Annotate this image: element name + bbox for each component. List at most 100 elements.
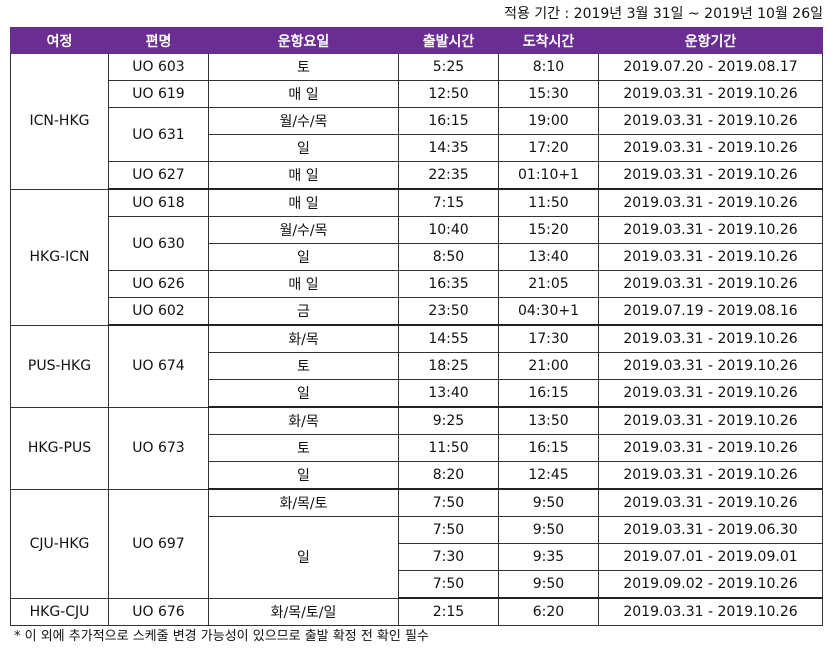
table-row: UO 631 월/수/목 16:15 19:00 2019.03.31 - 20…	[11, 107, 823, 162]
days-cell: 일	[208, 134, 399, 162]
departure-cell: 7:50	[398, 516, 499, 544]
table-row: 7:50 9:50 2019.09.02 - 2019.10.26	[11, 570, 823, 599]
route-cell: ICN-HKG	[10, 53, 109, 190]
departure-cell: 7:30	[398, 543, 499, 571]
col-header-period: 운항기간	[598, 27, 823, 54]
period-cell: 2019.03.31 - 2019.10.26	[598, 243, 823, 271]
departure-cell: 23:50	[398, 297, 499, 326]
route-cell: HKG-ICN	[10, 188, 109, 326]
departure-cell: 11:50	[398, 434, 499, 462]
flight-cell: UO 627	[108, 161, 209, 190]
days-cell: 매 일	[208, 188, 399, 217]
table-row: UO 626 매 일 16:35 21:05 2019.03.31 - 2019…	[11, 270, 823, 298]
table-row: HKG-ICN UO 618 매 일 7:15 11:50 2019.03.31…	[10, 188, 823, 326]
flight-cell: UO 626	[108, 270, 209, 298]
arrival-cell: 04:30+1	[498, 297, 599, 326]
arrival-cell: 16:15	[498, 379, 599, 408]
col-header-arrival: 도착시간	[498, 27, 599, 54]
table-row: 일 7:50 9:50 2019.03.31 - 2019.06.30	[11, 516, 823, 599]
table-row: 일 8:20 12:45 2019.03.31 - 2019.10.26	[11, 461, 823, 490]
table-row: 토 11:50 16:15 2019.03.31 - 2019.10.26	[11, 434, 823, 462]
days-cell: 매 일	[208, 80, 399, 108]
days-cell: 월/수/목	[208, 216, 399, 244]
route-cell: PUS-HKG	[10, 324, 109, 408]
flight-cell: UO 602	[108, 297, 209, 326]
flight-cell: UO 676	[108, 597, 209, 626]
table-row: 일 8:50 13:40 2019.03.31 - 2019.10.26	[11, 243, 823, 271]
col-header-route: 여정	[10, 27, 109, 54]
days-cell: 화/목	[208, 406, 399, 435]
table-row: CJU-HKG UO 697 화/목/토 7:50 9:50 2019.03.3…	[10, 488, 823, 599]
col-header-departure: 출발시간	[398, 27, 499, 54]
period-cell: 2019.03.31 - 2019.10.26	[598, 107, 823, 135]
arrival-cell: 21:05	[498, 270, 599, 298]
period-cell: 2019.03.31 - 2019.10.26	[598, 434, 823, 462]
arrival-cell: 9:50	[498, 570, 599, 599]
period-cell: 2019.03.31 - 2019.10.26	[598, 379, 823, 408]
flight-cell: UO 674	[108, 324, 209, 408]
days-cell: 매 일	[208, 161, 399, 190]
period-cell: 2019.03.31 - 2019.10.26	[598, 80, 823, 108]
table-row: 7:30 9:35 2019.07.01 - 2019.09.01	[11, 543, 823, 571]
table-row: 일 14:35 17:20 2019.03.31 - 2019.10.26	[11, 134, 823, 162]
departure-cell: 10:40	[398, 216, 499, 244]
table-row: UO 627 매 일 22:35 01:10+1 2019.03.31 - 20…	[11, 161, 823, 190]
days-cell: 토	[208, 53, 399, 81]
period-cell: 2019.03.31 - 2019.10.26	[598, 352, 823, 380]
flight-cell: UO 619	[108, 80, 209, 108]
period-cell: 2019.03.31 - 2019.10.26	[598, 270, 823, 298]
period-cell: 2019.09.02 - 2019.10.26	[598, 570, 823, 599]
arrival-cell: 01:10+1	[498, 161, 599, 190]
arrival-cell: 11:50	[498, 188, 599, 217]
table-row: PUS-HKG UO 674 화/목 14:55 17:30 2019.03.3…	[10, 324, 823, 408]
departure-cell: 16:15	[398, 107, 499, 135]
departure-cell: 16:35	[398, 270, 499, 298]
col-header-days: 운항요일	[208, 27, 399, 54]
flight-cell: UO 697	[108, 488, 209, 599]
days-cell: 월/수/목	[208, 107, 399, 135]
period-cell: 2019.07.20 - 2019.08.17	[598, 53, 823, 81]
days-cell: 토	[208, 352, 399, 380]
arrival-cell: 13:40	[498, 243, 599, 271]
flight-schedule-table: 여정 편명 운항요일 출발시간 도착시간 운항기간 ICN-HKG UO 603…	[10, 27, 823, 626]
flight-cell: UO 673	[108, 406, 209, 490]
arrival-cell: 8:10	[498, 53, 599, 81]
applicable-period: 적용 기간 : 2019년 3월 31일 ~ 2019년 10월 26일	[504, 6, 823, 22]
departure-cell: 2:15	[398, 597, 499, 626]
route-cell: HKG-PUS	[10, 406, 109, 490]
arrival-cell: 9:50	[498, 516, 599, 544]
flight-cell: UO 631	[108, 107, 209, 162]
departure-cell: 22:35	[398, 161, 499, 190]
departure-cell: 14:55	[398, 324, 499, 353]
table-row: UO 602 금 23:50 04:30+1 2019.07.19 - 2019…	[11, 297, 823, 326]
arrival-cell: 9:35	[498, 543, 599, 571]
period-cell: 2019.03.31 - 2019.10.26	[598, 488, 823, 517]
arrival-cell: 6:20	[498, 597, 599, 626]
arrival-cell: 13:50	[498, 406, 599, 435]
col-header-flight: 편명	[108, 27, 209, 54]
arrival-cell: 12:45	[498, 461, 599, 490]
period-cell: 2019.03.31 - 2019.10.26	[598, 216, 823, 244]
flight-cell: UO 603	[108, 53, 209, 81]
days-cell: 화/목	[208, 324, 399, 353]
arrival-cell: 19:00	[498, 107, 599, 135]
table-header-row: 여정 편명 운항요일 출발시간 도착시간 운항기간	[10, 27, 823, 54]
period-cell: 2019.07.01 - 2019.09.01	[598, 543, 823, 571]
days-cell: 일	[208, 461, 399, 490]
departure-cell: 14:35	[398, 134, 499, 162]
arrival-cell: 9:50	[498, 488, 599, 517]
departure-cell: 7:50	[398, 570, 499, 599]
days-cell: 일	[208, 516, 399, 599]
departure-cell: 12:50	[398, 80, 499, 108]
days-cell: 화/목/토	[208, 488, 399, 517]
days-cell: 금	[208, 297, 399, 326]
arrival-cell: 15:30	[498, 80, 599, 108]
table-row: 토 18:25 21:00 2019.03.31 - 2019.10.26	[11, 352, 823, 380]
arrival-cell: 21:00	[498, 352, 599, 380]
route-cell: CJU-HKG	[10, 488, 109, 599]
days-cell: 일	[208, 243, 399, 271]
period-cell: 2019.07.19 - 2019.08.16	[598, 297, 823, 326]
period-cell: 2019.03.31 - 2019.10.26	[598, 134, 823, 162]
departure-cell: 13:40	[398, 379, 499, 408]
flight-cell: UO 618	[108, 188, 209, 217]
